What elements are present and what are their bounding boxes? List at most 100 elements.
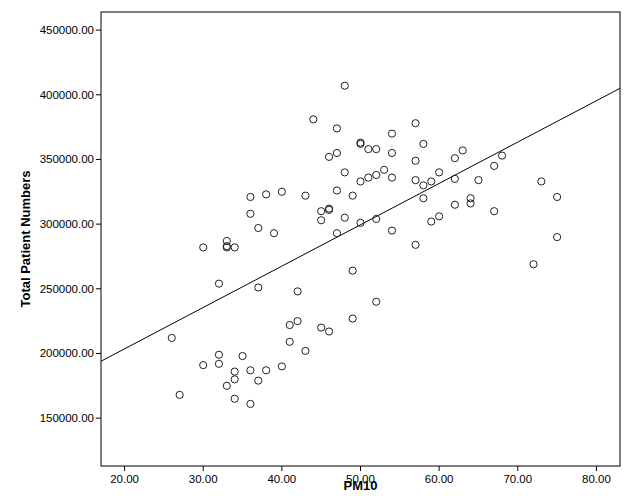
x-tick bbox=[439, 466, 440, 471]
point bbox=[498, 152, 505, 159]
point bbox=[200, 362, 207, 369]
plot-area bbox=[101, 82, 620, 407]
point bbox=[341, 214, 348, 221]
point bbox=[436, 213, 443, 220]
point bbox=[491, 162, 498, 169]
point bbox=[255, 377, 262, 384]
point bbox=[388, 130, 395, 137]
y-tick bbox=[96, 159, 101, 160]
point bbox=[428, 218, 435, 225]
point bbox=[388, 149, 395, 156]
point bbox=[247, 400, 254, 407]
point bbox=[263, 367, 270, 374]
fit-line bbox=[101, 88, 620, 361]
point bbox=[491, 208, 498, 215]
point bbox=[255, 224, 262, 231]
x-tick bbox=[281, 466, 282, 471]
point bbox=[420, 195, 427, 202]
point bbox=[412, 157, 419, 164]
point bbox=[318, 217, 325, 224]
point bbox=[349, 315, 356, 322]
x-tick-label: 60.00 bbox=[425, 473, 454, 485]
point bbox=[310, 116, 317, 123]
point bbox=[333, 149, 340, 156]
x-axis-title: PM10 bbox=[344, 478, 378, 493]
point bbox=[373, 298, 380, 305]
x-tick bbox=[360, 466, 361, 471]
y-tick bbox=[96, 224, 101, 225]
x-tick bbox=[124, 466, 125, 471]
point bbox=[231, 395, 238, 402]
point bbox=[325, 206, 332, 213]
point bbox=[420, 182, 427, 189]
point bbox=[318, 208, 325, 215]
point bbox=[215, 351, 222, 358]
point bbox=[553, 233, 560, 240]
point bbox=[286, 321, 293, 328]
x-tick bbox=[596, 466, 597, 471]
point bbox=[420, 140, 427, 147]
point bbox=[380, 166, 387, 173]
point bbox=[388, 174, 395, 181]
point bbox=[231, 376, 238, 383]
point bbox=[247, 367, 254, 374]
point bbox=[373, 215, 380, 222]
y-tick bbox=[96, 30, 101, 31]
point bbox=[451, 155, 458, 162]
point bbox=[475, 177, 482, 184]
x-tick-label: 40.00 bbox=[267, 473, 296, 485]
point bbox=[412, 120, 419, 127]
point bbox=[325, 153, 332, 160]
point bbox=[428, 178, 435, 185]
point bbox=[357, 219, 364, 226]
point bbox=[231, 244, 238, 251]
point bbox=[357, 178, 364, 185]
y-tick-label: 450000.00 bbox=[40, 24, 94, 36]
point bbox=[436, 169, 443, 176]
point bbox=[286, 338, 293, 345]
point bbox=[357, 140, 364, 147]
y-tick bbox=[96, 418, 101, 419]
point bbox=[365, 146, 372, 153]
point bbox=[278, 363, 285, 370]
y-tick-label: 350000.00 bbox=[40, 153, 94, 165]
x-tick-label: 70.00 bbox=[503, 473, 532, 485]
point bbox=[302, 347, 309, 354]
point bbox=[333, 187, 340, 194]
point bbox=[451, 175, 458, 182]
point bbox=[318, 324, 325, 331]
y-tick-label: 200000.00 bbox=[40, 347, 94, 359]
point bbox=[176, 391, 183, 398]
point bbox=[255, 284, 262, 291]
point bbox=[451, 201, 458, 208]
point bbox=[388, 227, 395, 234]
point bbox=[365, 174, 372, 181]
point bbox=[349, 267, 356, 274]
x-tick bbox=[517, 466, 518, 471]
y-tick-label: 300000.00 bbox=[40, 218, 94, 230]
point bbox=[215, 280, 222, 287]
x-tick-label: 20.00 bbox=[110, 473, 139, 485]
point bbox=[373, 171, 380, 178]
point bbox=[247, 193, 254, 200]
point bbox=[294, 318, 301, 325]
point bbox=[412, 241, 419, 248]
point bbox=[467, 200, 474, 207]
point bbox=[302, 192, 309, 199]
point bbox=[412, 177, 419, 184]
point bbox=[538, 178, 545, 185]
point bbox=[168, 334, 175, 341]
point bbox=[349, 192, 356, 199]
point bbox=[263, 191, 270, 198]
point bbox=[530, 261, 537, 268]
y-tick bbox=[96, 353, 101, 354]
y-tick bbox=[96, 94, 101, 95]
point bbox=[333, 125, 340, 132]
point bbox=[215, 360, 222, 367]
chart: 150000.00200000.00250000.00300000.003500… bbox=[0, 0, 629, 504]
point bbox=[247, 210, 254, 217]
y-tick bbox=[96, 288, 101, 289]
point bbox=[341, 169, 348, 176]
point bbox=[553, 193, 560, 200]
y-tick-label: 150000.00 bbox=[40, 412, 94, 424]
